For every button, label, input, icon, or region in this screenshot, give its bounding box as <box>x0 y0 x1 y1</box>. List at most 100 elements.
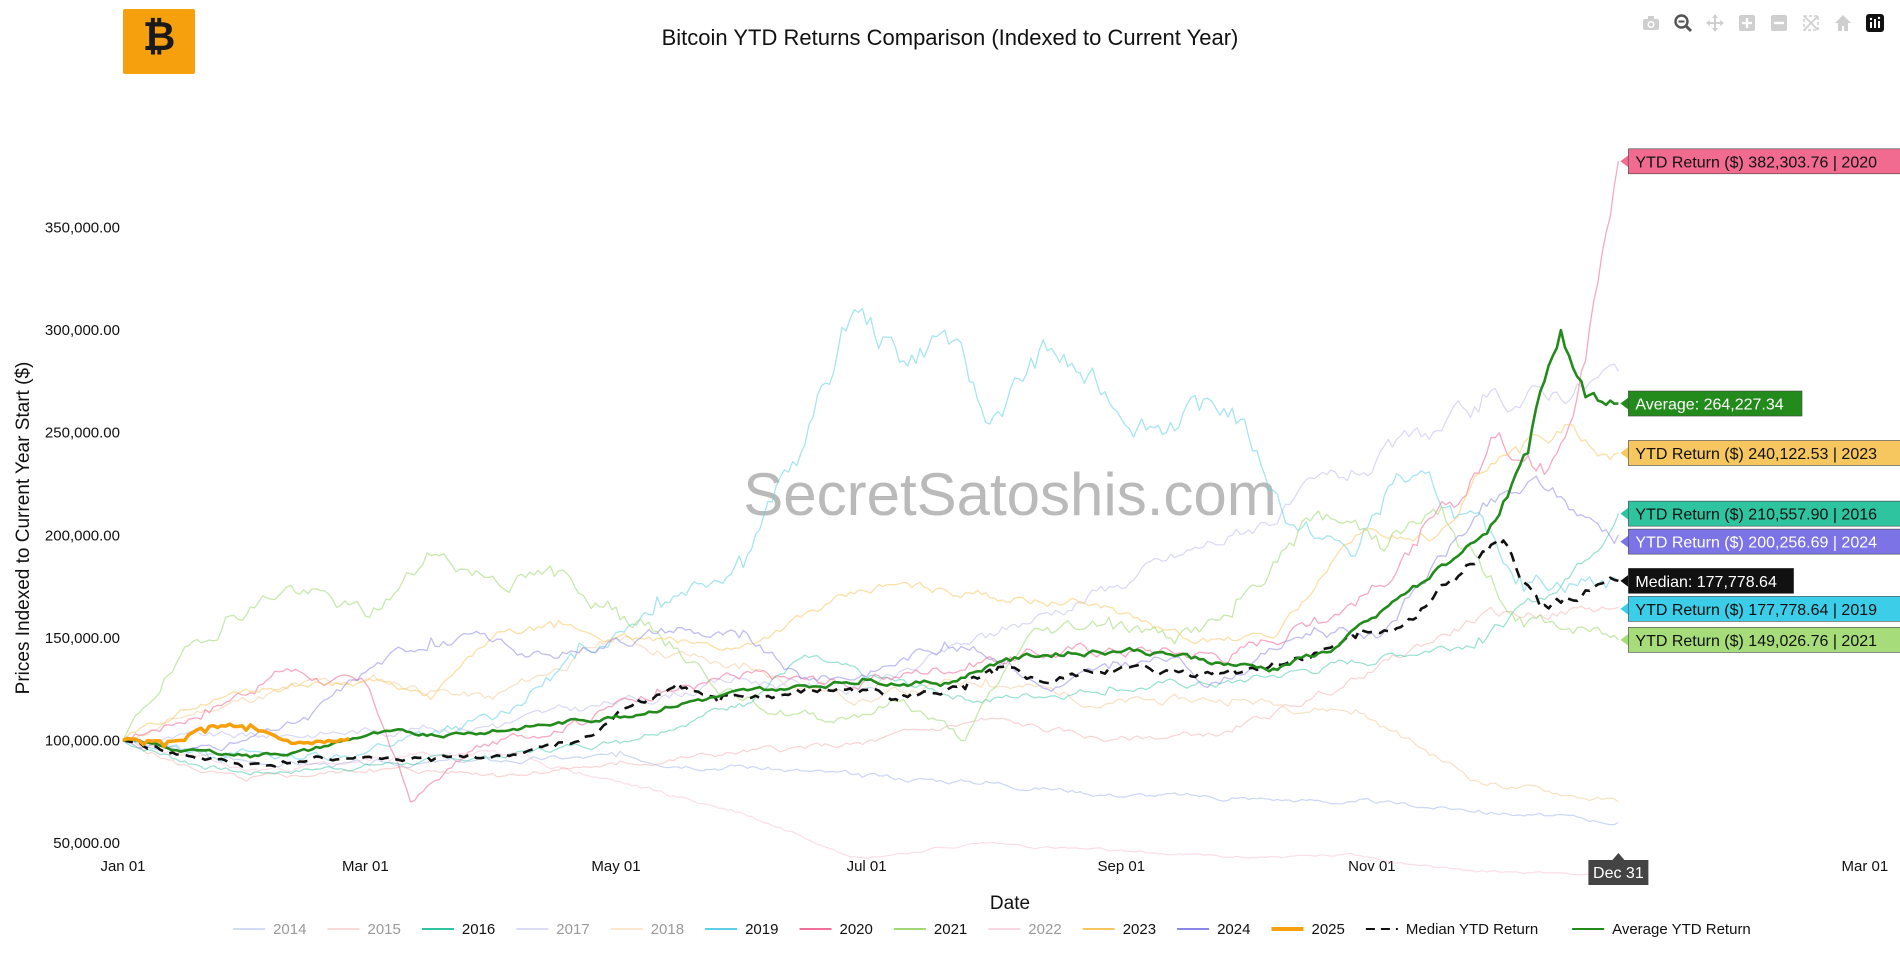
end-label-text: YTD Return ($) 240,122.53 | 2023 <box>1635 446 1877 463</box>
end-label-box <box>1628 500 1900 527</box>
legend-label: 2019 <box>745 921 778 938</box>
end-label-median-177-778-64: Median: 177,778.64 <box>1620 568 1794 594</box>
legend-label: 2025 <box>1312 921 1345 938</box>
series-line-average-ytd-return <box>122 328 1619 759</box>
legend-item-2025[interactable]: 2025 <box>1271 921 1345 938</box>
end-label-text: YTD Return ($) 177,778.64 | 2019 <box>1635 602 1877 619</box>
series-line-2023 <box>122 423 1619 741</box>
legend-item-2022[interactable]: 2022 <box>988 921 1062 938</box>
end-label-text: Median: 177,778.64 <box>1635 574 1777 591</box>
pan-icon[interactable] <box>1704 12 1726 34</box>
end-label-ytd-return-177-778-64-2019: YTD Return ($) 177,778.64 | 2019 <box>1620 596 1900 622</box>
y-tick-label-50-000-00: 50,000.00 <box>53 835 120 852</box>
y-tick-label-350-000-00: 350,000.00 <box>45 220 120 237</box>
end-label-box <box>1628 528 1900 555</box>
legend-item-median-ytd-return[interactable]: Median YTD Return <box>1365 921 1538 938</box>
bitcoin-logo-glyph: ₿ <box>142 15 176 59</box>
y-tick-label-100-000-00: 100,000.00 <box>45 732 120 749</box>
hover-x-label: Dec 31 <box>1588 853 1649 885</box>
x-tick-label-4: Sep 01 <box>1098 858 1146 875</box>
series-line-2022 <box>122 737 1619 876</box>
end-label-text: YTD Return ($) 149,026.76 | 2021 <box>1635 633 1877 650</box>
x-axis: Jan 01 Mar 01 May 01 Jul 01 Sep 01 Nov 01 Mar … <box>100 858 1888 875</box>
hover-x-box <box>1588 860 1649 885</box>
legend-item-2018[interactable]: 2018 <box>610 921 684 938</box>
end-label-box <box>1628 148 1900 175</box>
end-label-box <box>1628 568 1794 594</box>
hover-x-text: Dec 31 <box>1593 865 1644 882</box>
watermark-layer: SecretSatoshis.com <box>743 461 1277 528</box>
legend-item-2016[interactable]: 2016 <box>421 921 495 938</box>
legend-item-2023[interactable]: 2023 <box>1082 921 1156 938</box>
series-layer <box>122 161 1620 876</box>
series-line-2016 <box>122 513 1619 776</box>
legend-item-2017[interactable]: 2017 <box>516 921 590 938</box>
x-axis-title: Date <box>990 893 1030 914</box>
watermark-text: SecretSatoshis.com <box>743 461 1277 528</box>
end-label-pointer <box>1620 446 1629 459</box>
reset-axes-icon[interactable] <box>1832 12 1854 34</box>
legend-label: 2021 <box>934 921 967 938</box>
legend-item-2024[interactable]: 2024 <box>1177 921 1250 938</box>
end-label-box <box>1628 390 1803 417</box>
zoom-icon[interactable] <box>1672 12 1694 34</box>
secret-satoshis-logo: ₿ <box>123 9 195 74</box>
legend-item-2014[interactable]: 2014 <box>233 921 306 938</box>
legend-item-2015[interactable]: 2015 <box>327 921 401 938</box>
end-label-ytd-return-382-303-76-2020: YTD Return ($) 382,303.76 | 2020 <box>1620 148 1900 175</box>
x-tick-label-5: Nov 01 <box>1348 858 1396 875</box>
x-tick-label-3: Jul 01 <box>847 858 887 875</box>
legend-label: 2020 <box>840 921 873 938</box>
hover-x-pointer <box>1612 853 1625 860</box>
camera-icon[interactable] <box>1640 12 1662 34</box>
series-line-2018 <box>122 635 1619 803</box>
legend-label: Median YTD Return <box>1406 921 1538 938</box>
legend-item-average-ytd-return[interactable]: Average YTD Return <box>1572 921 1751 938</box>
end-label-pointer <box>1620 397 1629 410</box>
legend-label: 2024 <box>1217 921 1250 938</box>
legend-label: Average YTD Return <box>1612 921 1751 938</box>
legend-label: 2022 <box>1028 921 1061 938</box>
legend-item-2020[interactable]: 2020 <box>799 921 873 938</box>
x-tick-label-0: Jan 01 <box>100 858 145 875</box>
legend-label: 2014 <box>273 921 306 938</box>
series-line-2014 <box>122 739 1619 826</box>
plotly-logo-icon[interactable] <box>1864 12 1886 34</box>
legend-label: 2018 <box>651 921 684 938</box>
end-label-pointer <box>1620 574 1629 587</box>
legend-label: 2017 <box>556 921 589 938</box>
series-line-2021 <box>122 505 1619 742</box>
zoom-in-icon[interactable] <box>1736 12 1758 34</box>
series-line-median-ytd-return <box>122 539 1619 768</box>
end-label-box <box>1628 596 1900 622</box>
series-line-2025 <box>122 722 350 749</box>
end-label-ytd-return-240-122-53-2023: YTD Return ($) 240,122.53 | 2023 <box>1620 440 1900 466</box>
chart-title: Bitcoin YTD Returns Comparison (Indexed … <box>662 25 1239 50</box>
legend-label: 2016 <box>462 921 495 938</box>
end-label-pointer <box>1620 155 1629 168</box>
end-value-labels: YTD Return ($) 382,303.76 | 2020 Average:… <box>1620 148 1900 653</box>
autoscale-icon[interactable] <box>1800 12 1822 34</box>
end-label-average-264-227-34: Average: 264,227.34 <box>1620 390 1803 417</box>
legend-label: 2015 <box>368 921 401 938</box>
end-label-pointer <box>1620 507 1629 520</box>
y-tick-label-200-000-00: 200,000.00 <box>45 527 120 544</box>
legend-item-2021[interactable]: 2021 <box>893 921 967 938</box>
end-label-text: YTD Return ($) 210,557.90 | 2016 <box>1635 507 1877 524</box>
series-line-2019 <box>122 307 1619 763</box>
zoom-out-icon[interactable] <box>1768 12 1790 34</box>
x-tick-label-2: May 01 <box>591 858 640 875</box>
legend-label: 2023 <box>1123 921 1156 938</box>
end-label-box <box>1628 440 1900 466</box>
end-label-pointer <box>1620 602 1629 615</box>
y-axis-title: Prices Indexed to Current Year Start ($) <box>13 362 34 695</box>
end-label-ytd-return-210-557-90-2016: YTD Return ($) 210,557.90 | 2016 <box>1620 500 1900 527</box>
x-tick-label-1: Mar 01 <box>342 858 389 875</box>
end-label-ytd-return-149-026-76-2021: YTD Return ($) 149,026.76 | 2021 <box>1620 627 1900 653</box>
end-label-text: Average: 264,227.34 <box>1635 397 1783 414</box>
legend-item-2019[interactable]: 2019 <box>705 921 778 938</box>
y-axis: 50,000.00 100,000.00 150,000.00 200,000.00 2… <box>45 220 120 852</box>
series-line-2024 <box>122 475 1619 752</box>
legend: 2014 2015 2016 2017 2018 2019 2020 2021 2022 2023… <box>233 921 1751 938</box>
